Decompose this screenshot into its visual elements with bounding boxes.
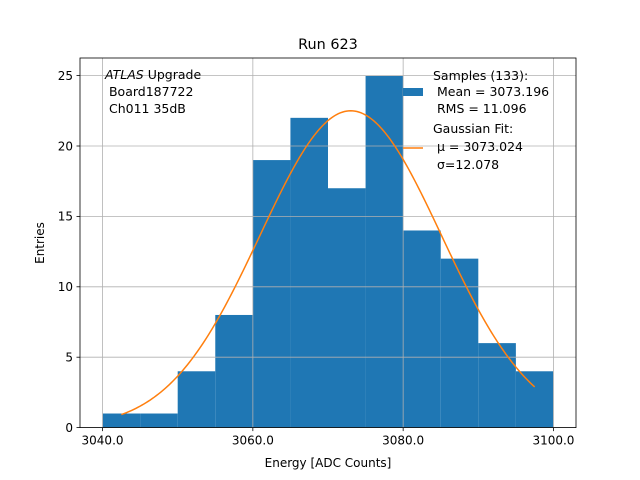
annotation-line-2: Board187722 bbox=[105, 84, 193, 99]
x-tick-label: 3080.0 bbox=[382, 434, 424, 448]
histogram-bar bbox=[515, 371, 554, 428]
y-tick-label: 10 bbox=[58, 280, 73, 294]
chart-title: Run 623 bbox=[298, 37, 358, 53]
histogram-bar bbox=[290, 117, 328, 428]
histogram-bar bbox=[365, 75, 404, 428]
histogram-bar bbox=[252, 160, 291, 428]
histogram-bar bbox=[215, 314, 253, 428]
annotation-italic: ATLAS bbox=[104, 67, 144, 82]
histogram-bar bbox=[328, 188, 366, 428]
x-axis-ticks: 3040.0 3060.0 3080.0 3100.0 bbox=[82, 427, 574, 448]
y-tick-label: 15 bbox=[58, 210, 73, 224]
y-tick-label: 0 bbox=[65, 421, 73, 435]
y-axis-label: Entries bbox=[33, 222, 47, 264]
x-tick-label: 3040.0 bbox=[82, 434, 124, 448]
gaussian-fit-curve bbox=[121, 110, 536, 416]
histogram-bar bbox=[140, 413, 178, 428]
legend-fit-title: Gaussian Fit: bbox=[433, 121, 513, 136]
x-tick-label: 3060.0 bbox=[232, 434, 274, 448]
x-tick-label: 3100.0 bbox=[532, 434, 574, 448]
x-axis-label: Energy [ADC Counts] bbox=[265, 456, 392, 470]
legend-samples-mean: Mean = 3073.196 bbox=[433, 84, 549, 99]
annotation-line-1: ATLAS Upgrade bbox=[104, 67, 201, 82]
y-tick-label: 20 bbox=[58, 139, 73, 153]
histogram-bar bbox=[177, 371, 216, 428]
legend-fit-mu: μ = 3073.024 bbox=[433, 139, 523, 154]
annotation-line-1-rest: Upgrade bbox=[144, 67, 202, 82]
histogram-bar bbox=[478, 343, 516, 428]
histogram-bars bbox=[102, 75, 554, 428]
legend-samples-swatch bbox=[403, 88, 423, 96]
annotation-line-3: Ch011 35dB bbox=[105, 101, 186, 116]
plot-frame bbox=[79, 57, 577, 429]
histogram-bar bbox=[102, 413, 141, 428]
legend-samples-title: Samples (133): bbox=[433, 68, 528, 83]
y-tick-label: 5 bbox=[65, 351, 73, 365]
y-axis-ticks: 0 5 10 15 20 25 bbox=[58, 69, 80, 435]
atlas-annotation: ATLAS Upgrade Board187722 Ch011 35dB bbox=[104, 67, 201, 116]
legend: Samples (133): Mean = 3073.196 RMS = 11.… bbox=[403, 68, 549, 172]
y-tick-label: 25 bbox=[58, 69, 73, 83]
legend-samples-rms: RMS = 11.096 bbox=[433, 101, 527, 116]
histogram-bar bbox=[440, 258, 479, 428]
legend-fit-sigma: σ=12.078 bbox=[433, 157, 499, 172]
histogram-bar bbox=[403, 230, 441, 428]
